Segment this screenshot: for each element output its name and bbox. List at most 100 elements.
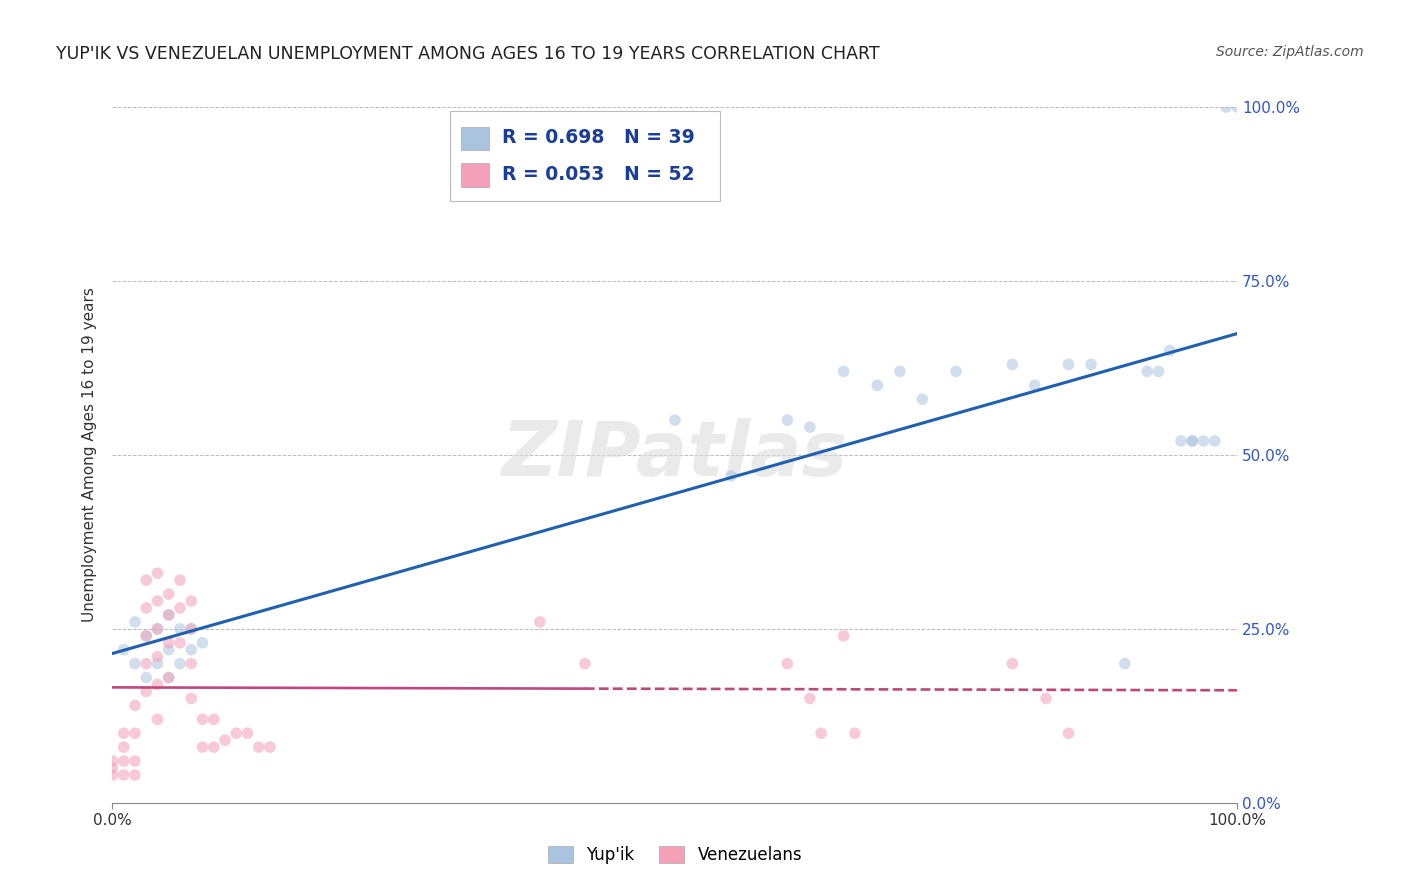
Text: N = 52: N = 52 [624, 165, 695, 184]
Point [911, 392, 934, 407]
Text: Source: ZipAtlas.com: Source: ZipAtlas.com [1216, 45, 1364, 59]
Point [101, 768, 124, 782]
Point [225, 726, 247, 740]
Point [169, 622, 191, 636]
Point [574, 657, 596, 671]
Text: YUP'IK VS VENEZUELAN UNEMPLOYMENT AMONG AGES 16 TO 19 YEARS CORRELATION CHART: YUP'IK VS VENEZUELAN UNEMPLOYMENT AMONG … [56, 45, 880, 62]
Y-axis label: Unemployment Among Ages 16 to 19 years: Unemployment Among Ages 16 to 19 years [82, 287, 97, 623]
Point [124, 657, 146, 671]
Point [202, 712, 225, 726]
Point [1001, 358, 1024, 372]
Point [844, 726, 866, 740]
Point [180, 642, 202, 657]
Point [664, 413, 686, 427]
Point [180, 594, 202, 608]
Point [101, 761, 124, 775]
Text: ZIPatlas: ZIPatlas [502, 418, 848, 491]
FancyBboxPatch shape [461, 127, 489, 150]
Point [889, 364, 911, 378]
Point [214, 733, 236, 747]
Point [1192, 434, 1215, 448]
Point [191, 712, 214, 726]
Point [135, 601, 157, 615]
Point [112, 642, 135, 657]
Point [124, 615, 146, 629]
Point [1080, 358, 1102, 372]
Point [146, 677, 169, 691]
Point [112, 768, 135, 782]
Point [124, 698, 146, 713]
Point [799, 420, 821, 434]
Point [259, 740, 281, 755]
Point [1181, 434, 1204, 448]
Point [1057, 726, 1080, 740]
Point [529, 615, 551, 629]
FancyBboxPatch shape [461, 163, 489, 187]
Point [135, 671, 157, 685]
Point [236, 726, 259, 740]
Point [146, 594, 169, 608]
Point [135, 573, 157, 587]
Point [832, 629, 855, 643]
Legend: Yup'ik, Venezuelans: Yup'ik, Venezuelans [541, 839, 808, 871]
Point [169, 657, 191, 671]
Point [247, 740, 270, 755]
Point [1204, 434, 1226, 448]
Point [1159, 343, 1181, 358]
Point [157, 636, 180, 650]
Point [157, 671, 180, 685]
Point [112, 740, 135, 755]
Point [169, 573, 191, 587]
Point [169, 601, 191, 615]
Text: R = 0.053: R = 0.053 [502, 165, 605, 184]
Point [1226, 100, 1249, 114]
Text: R = 0.698: R = 0.698 [502, 128, 605, 147]
Point [810, 726, 832, 740]
Point [157, 607, 180, 622]
Point [146, 649, 169, 664]
Point [135, 657, 157, 671]
Point [146, 712, 169, 726]
Point [945, 364, 967, 378]
Point [776, 413, 799, 427]
Point [169, 636, 191, 650]
Point [1114, 657, 1136, 671]
Point [146, 657, 169, 671]
Point [157, 671, 180, 685]
Point [191, 740, 214, 755]
Point [180, 691, 202, 706]
Point [1001, 657, 1024, 671]
Point [180, 622, 202, 636]
Point [135, 684, 157, 698]
Point [1215, 100, 1237, 114]
FancyBboxPatch shape [450, 111, 720, 201]
Point [776, 657, 799, 671]
Point [1057, 358, 1080, 372]
Point [1147, 364, 1170, 378]
Point [202, 740, 225, 755]
Point [180, 622, 202, 636]
Point [1024, 378, 1046, 392]
Point [112, 754, 135, 768]
Text: N = 39: N = 39 [624, 128, 695, 147]
Point [157, 587, 180, 601]
Point [866, 378, 889, 392]
Point [101, 754, 124, 768]
Point [124, 768, 146, 782]
Point [135, 629, 157, 643]
Point [1170, 434, 1192, 448]
Point [180, 657, 202, 671]
Point [157, 607, 180, 622]
Point [124, 726, 146, 740]
Point [146, 566, 169, 581]
Point [1136, 364, 1159, 378]
Point [832, 364, 855, 378]
Point [112, 726, 135, 740]
Point [124, 754, 146, 768]
Point [135, 629, 157, 643]
Point [157, 642, 180, 657]
Point [1181, 434, 1204, 448]
Point [146, 622, 169, 636]
Point [191, 636, 214, 650]
Point [799, 691, 821, 706]
